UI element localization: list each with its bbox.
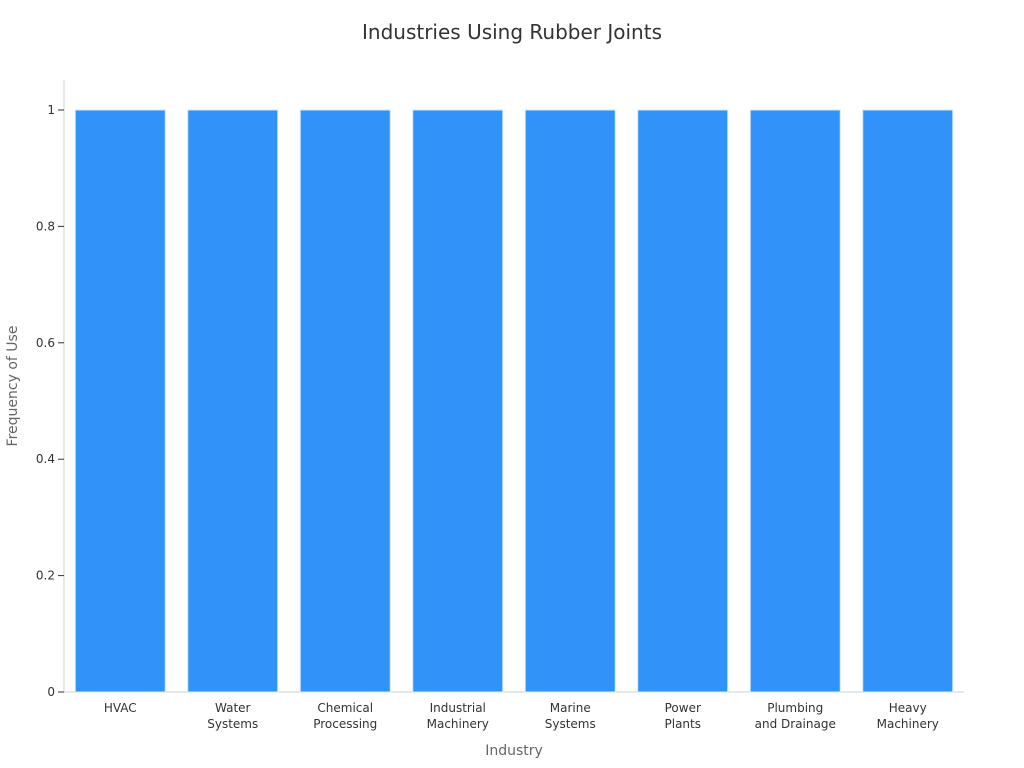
bars bbox=[74, 109, 954, 693]
y-tick-label: 0 bbox=[47, 685, 55, 699]
bar bbox=[412, 109, 504, 693]
x-tick-label-line: Plumbing bbox=[767, 701, 823, 715]
x-tick-label: Marine Systems bbox=[545, 701, 596, 731]
x-axis-title: Industry bbox=[485, 743, 543, 759]
x-tick-label-line: Plants bbox=[665, 717, 702, 731]
x-tick-label: Water Systems bbox=[207, 701, 258, 731]
x-tick-label-line: Systems bbox=[207, 717, 258, 731]
x-tick-label-line: Machinery bbox=[427, 717, 489, 731]
y-tick-label: 0.6 bbox=[36, 336, 55, 350]
bar bbox=[299, 109, 391, 693]
y-tick-label: 0.2 bbox=[36, 569, 55, 583]
x-tick-label: Industrial Machinery bbox=[427, 701, 489, 731]
y-tick-label: 1 bbox=[47, 103, 55, 117]
x-tick-label-line: Processing bbox=[313, 717, 377, 731]
y-tick-label: 0.4 bbox=[36, 452, 55, 466]
x-tick-label-line: and Drainage bbox=[755, 717, 836, 731]
x-tick-label-line: Heavy bbox=[889, 701, 927, 715]
bar bbox=[749, 109, 841, 693]
x-tick-label-line: Marine bbox=[550, 701, 591, 715]
bar bbox=[187, 109, 279, 693]
x-tick-label-line: Machinery bbox=[877, 717, 939, 731]
x-tick-label: Power Plants bbox=[665, 701, 702, 731]
bar bbox=[637, 109, 729, 693]
y-tick-label: 0.8 bbox=[36, 219, 55, 233]
bar bbox=[524, 109, 616, 693]
x-tick-label-line: Power bbox=[665, 701, 701, 715]
x-tick-label: Heavy Machinery bbox=[877, 701, 939, 731]
x-tick-label: HVAC bbox=[104, 701, 137, 715]
x-tick-label: Chemical Processing bbox=[313, 701, 377, 731]
x-tick-labels: HVAC Water Systems Chemical Processing Indust… bbox=[104, 701, 939, 731]
bar bbox=[74, 109, 166, 693]
x-tick-label: Plumbing and Drainage bbox=[755, 701, 836, 731]
x-tick-label-line: HVAC bbox=[104, 701, 137, 715]
bar bbox=[862, 109, 954, 693]
y-tick-labels: 0 0.2 0.4 0.6 0.8 1 bbox=[36, 103, 64, 699]
x-tick-label-line: Systems bbox=[545, 717, 596, 731]
x-tick-label-line: Chemical bbox=[317, 701, 373, 715]
x-tick-label-line: Industrial bbox=[430, 701, 486, 715]
y-axis-title: Frequency of Use bbox=[5, 326, 21, 447]
x-tick-label-line: Water bbox=[215, 701, 251, 715]
chart-title: Industries Using Rubber Joints bbox=[362, 20, 662, 44]
